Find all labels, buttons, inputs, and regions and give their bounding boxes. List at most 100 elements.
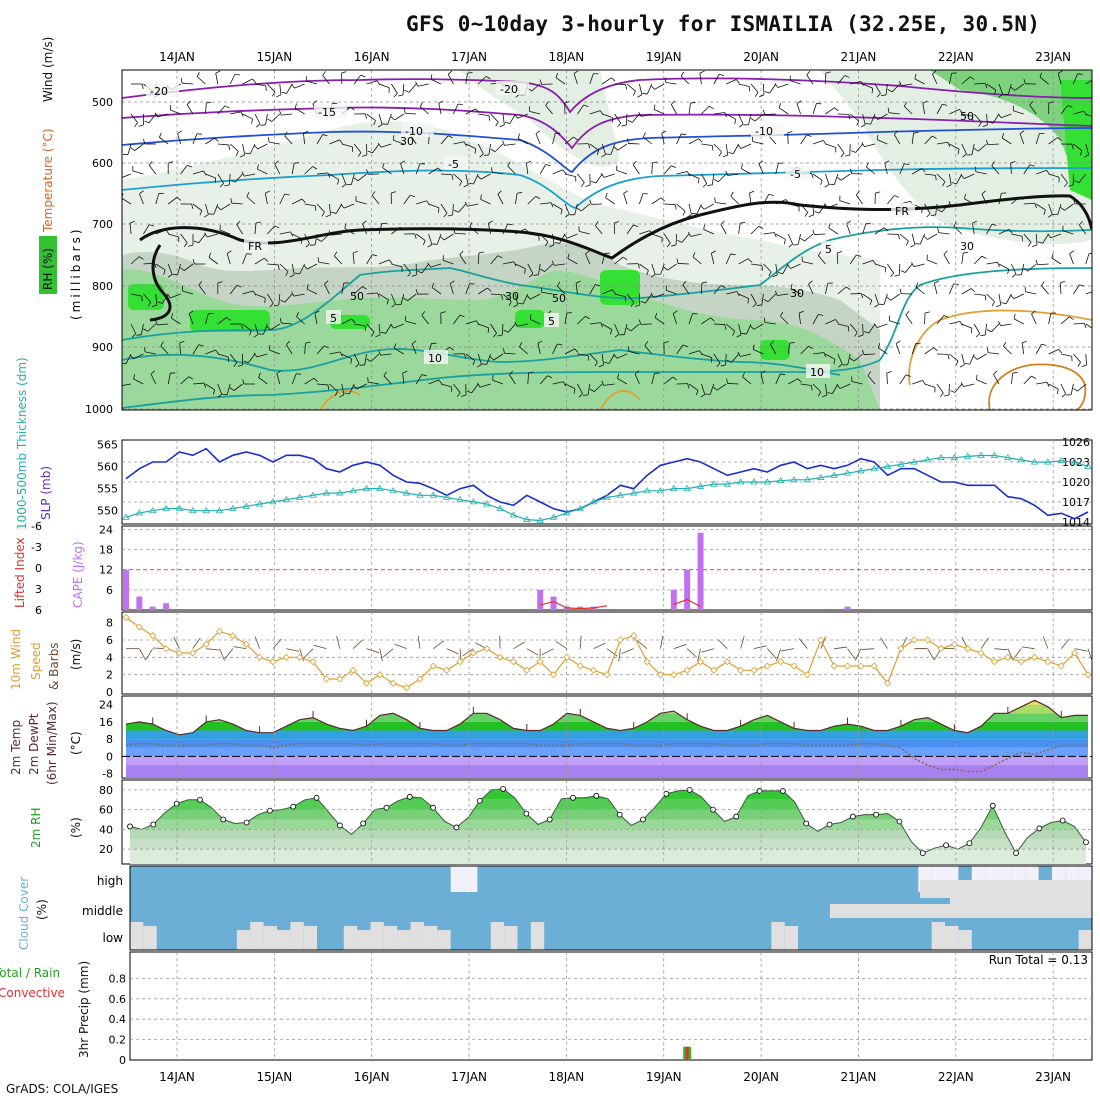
li-tick: -3 bbox=[31, 541, 42, 554]
thickness-point bbox=[122, 513, 130, 520]
wind-barb bbox=[420, 106, 429, 115]
wind-barb-flag bbox=[504, 121, 511, 124]
wind-barb bbox=[144, 351, 156, 355]
wind-barb bbox=[839, 200, 851, 205]
wind-barb-flag bbox=[327, 384, 330, 390]
rh-point bbox=[127, 823, 133, 830]
wind-barb bbox=[701, 143, 713, 146]
wind-barb bbox=[407, 293, 417, 302]
wind-barb-flag bbox=[382, 162, 385, 168]
wind-barb-flag bbox=[874, 304, 879, 308]
wind-barb bbox=[890, 293, 901, 301]
wind-barb-flag bbox=[760, 370, 766, 374]
wind-barb-flag bbox=[650, 85, 655, 90]
wind-barb bbox=[387, 113, 392, 125]
wind-barb bbox=[554, 263, 566, 266]
rh-green-band bbox=[122, 269, 880, 410]
wind-barb-flag bbox=[183, 242, 188, 247]
wind-barb-flag bbox=[1058, 349, 1063, 354]
wind-barb bbox=[453, 141, 465, 145]
wind-barb-flag bbox=[478, 251, 484, 254]
wind-barb bbox=[330, 233, 342, 236]
wind-barb bbox=[344, 227, 355, 235]
date-label-bottom: 17JAN bbox=[451, 1070, 487, 1084]
wind-barb-flag bbox=[713, 386, 718, 391]
wind-barb bbox=[465, 353, 475, 361]
wind-barb bbox=[660, 263, 665, 275]
wind-barb-flag bbox=[747, 298, 750, 304]
wind-barb bbox=[763, 194, 770, 205]
precip-tick: 0.2 bbox=[109, 1034, 127, 1047]
wind-barb-flag bbox=[923, 235, 928, 240]
wind-barb-flag bbox=[997, 262, 1000, 267]
wind-barb bbox=[777, 293, 789, 296]
wind-barb bbox=[632, 113, 640, 123]
wind-point bbox=[135, 623, 143, 631]
wind-barb bbox=[269, 349, 280, 355]
wind-barb-flag bbox=[926, 254, 928, 260]
wind-barb bbox=[834, 173, 839, 185]
wind-barb bbox=[467, 203, 479, 207]
wind-barb bbox=[416, 200, 427, 205]
wind-barb-flag bbox=[1010, 87, 1016, 91]
wind-barb-flag bbox=[324, 280, 329, 285]
wind-barb-flag bbox=[1084, 154, 1089, 158]
wind-barb bbox=[579, 230, 590, 235]
wind-barb-flag bbox=[850, 168, 852, 174]
wind-barb-flag bbox=[294, 272, 300, 275]
wind-barb bbox=[715, 202, 727, 205]
wind-barb-flag bbox=[726, 378, 729, 384]
temp-ylabel4: (°C) bbox=[69, 731, 83, 755]
cape-bar bbox=[697, 532, 704, 610]
wind-barb bbox=[912, 380, 923, 385]
wind-barb bbox=[490, 293, 502, 296]
wind-barb bbox=[217, 105, 226, 115]
wind-barb-flag bbox=[497, 190, 502, 195]
wind-barb bbox=[998, 293, 1002, 305]
wind-point bbox=[189, 649, 197, 657]
wind-barb-flag bbox=[540, 268, 545, 272]
wind-barb bbox=[527, 196, 536, 205]
wind-barb-flag bbox=[982, 124, 988, 128]
wind-point bbox=[790, 662, 798, 670]
date-label-bottom: 20JAN bbox=[743, 1070, 779, 1084]
wind-barb bbox=[242, 290, 254, 295]
wind-barb bbox=[667, 263, 677, 271]
wind-barb bbox=[168, 233, 179, 238]
wind-barb-flag bbox=[596, 150, 600, 156]
wind-barb bbox=[888, 112, 900, 115]
wind-barb bbox=[477, 143, 484, 154]
thickness-point bbox=[897, 460, 905, 467]
wind-barb-flag bbox=[772, 274, 778, 278]
wind-barb-flag bbox=[316, 238, 322, 242]
wind-barb bbox=[589, 143, 600, 151]
wind-barb-flag bbox=[277, 264, 280, 270]
wind-barb bbox=[868, 323, 876, 334]
wind-barb bbox=[196, 76, 206, 85]
wind-barb-flag bbox=[339, 139, 343, 145]
wind-barb bbox=[628, 350, 640, 355]
wind-barb bbox=[133, 353, 144, 360]
wind-barb bbox=[291, 373, 297, 385]
wind-barb-flag bbox=[972, 220, 978, 224]
wind-barb-flag bbox=[340, 203, 345, 209]
wind-barb bbox=[531, 83, 541, 92]
wind-barb-flag bbox=[377, 142, 382, 148]
wind-barb bbox=[664, 203, 676, 205]
wind-barb-flag bbox=[720, 285, 726, 289]
wind-barb-flag bbox=[913, 131, 919, 134]
wind-barb-flag bbox=[883, 227, 889, 232]
wind-barb-flag bbox=[899, 288, 902, 294]
wind-barb bbox=[526, 648, 539, 656]
wind-barb bbox=[796, 103, 801, 115]
wind-barb bbox=[893, 134, 901, 145]
wind-barb-flag bbox=[780, 311, 784, 317]
wind-barb-flag bbox=[1056, 389, 1059, 395]
wind-barb bbox=[465, 108, 476, 115]
wind-barb bbox=[122, 383, 132, 386]
thickness-point bbox=[817, 473, 825, 480]
rh-point bbox=[849, 813, 856, 820]
rh-contour-label: 30 bbox=[790, 287, 804, 300]
wind-point bbox=[857, 662, 865, 670]
wind-barb bbox=[304, 166, 313, 175]
